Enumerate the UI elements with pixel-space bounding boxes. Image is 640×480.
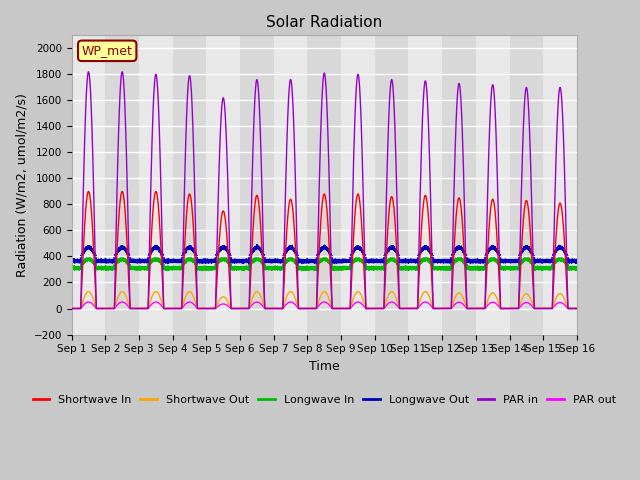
Bar — [307, 36, 341, 335]
Legend: Shortwave In, Shortwave Out, Longwave In, Longwave Out, PAR in, PAR out: Shortwave In, Shortwave Out, Longwave In… — [28, 391, 620, 410]
X-axis label: Time: Time — [309, 360, 340, 373]
Bar — [173, 36, 206, 335]
Text: WP_met: WP_met — [82, 44, 132, 57]
Y-axis label: Radiation (W/m2, umol/m2/s): Radiation (W/m2, umol/m2/s) — [15, 93, 28, 277]
Bar — [442, 36, 476, 335]
Bar — [375, 36, 408, 335]
Bar — [106, 36, 139, 335]
Bar — [509, 36, 543, 335]
Title: Solar Radiation: Solar Radiation — [266, 15, 383, 30]
Bar — [240, 36, 274, 335]
